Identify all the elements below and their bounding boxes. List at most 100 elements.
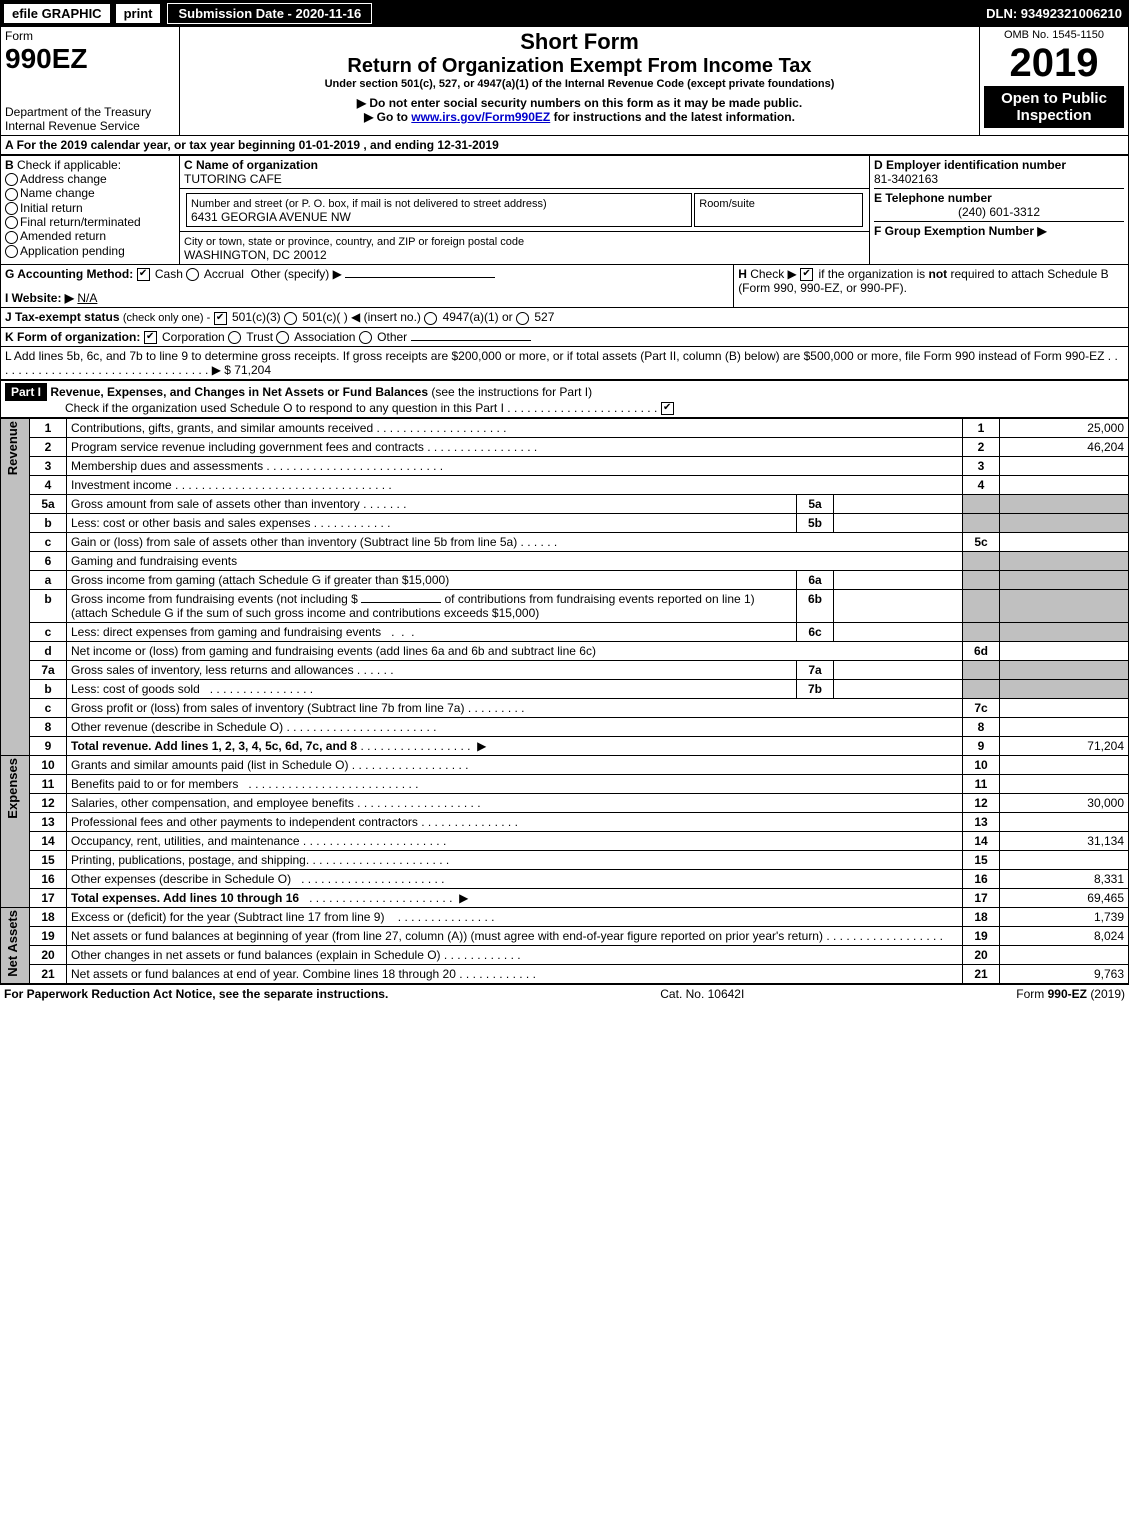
- l6-n: 6: [30, 552, 67, 571]
- l20-n: 20: [30, 946, 67, 965]
- l4-n: 4: [30, 476, 67, 495]
- l6c-n: c: [30, 623, 67, 642]
- j-501c-radio[interactable]: [284, 312, 297, 325]
- na-label: Net Assets: [5, 910, 20, 977]
- h-rest2: required to attach Schedule B: [951, 267, 1109, 281]
- k-assoc-radio[interactable]: [276, 331, 289, 344]
- k-other-radio[interactable]: [359, 331, 372, 344]
- l14-rn: 14: [963, 832, 1000, 851]
- lines-table: Revenue 1 Contributions, gifts, grants, …: [0, 418, 1129, 984]
- l6b-mid: 6b: [797, 590, 834, 623]
- l19-a: 8,024: [1000, 927, 1129, 946]
- l13-a: [1000, 813, 1129, 832]
- l7a-mid: 7a: [797, 661, 834, 680]
- b-opt-2: Initial return: [20, 201, 83, 215]
- main-title: Return of Organization Exempt From Incom…: [184, 55, 975, 78]
- g-other: Other (specify) ▶: [251, 267, 342, 281]
- l11-t: Benefits paid to or for members: [71, 777, 238, 791]
- l5c-rn: 5c: [963, 533, 1000, 552]
- l2-rn: 2: [963, 438, 1000, 457]
- l6d-rn: 6d: [963, 642, 1000, 661]
- final-return-radio[interactable]: [5, 216, 18, 229]
- l18-t: Excess or (deficit) for the year (Subtra…: [71, 910, 384, 924]
- l7a-t: Gross sales of inventory, less returns a…: [71, 663, 354, 677]
- l21-t: Net assets or fund balances at end of ye…: [71, 967, 456, 981]
- c-label: C Name of organization: [184, 158, 318, 172]
- l2-a: 46,204: [1000, 438, 1129, 457]
- l2-n: 2: [30, 438, 67, 457]
- city-label: City or town, state or province, country…: [184, 236, 524, 248]
- cash-checkbox[interactable]: ✔: [137, 268, 150, 281]
- l7a-n: 7a: [30, 661, 67, 680]
- l20-rn: 20: [963, 946, 1000, 965]
- l17-rn: 17: [963, 889, 1000, 908]
- l1-t: Contributions, gifts, grants, and simila…: [71, 421, 373, 435]
- l19-t: Net assets or fund balances at beginning…: [71, 929, 823, 943]
- i-label: I Website: ▶: [5, 291, 74, 305]
- f-label: F Group Exemption Number ▶: [874, 221, 1124, 238]
- l21-rn: 21: [963, 965, 1000, 984]
- application-pending-radio[interactable]: [5, 245, 18, 258]
- l11-rn: 11: [963, 775, 1000, 794]
- l6a-n: a: [30, 571, 67, 590]
- efile-button[interactable]: efile GRAPHIC: [3, 3, 111, 24]
- l21-n: 21: [30, 965, 67, 984]
- h-checkbox[interactable]: ✔: [800, 268, 813, 281]
- g-cash: Cash: [155, 267, 183, 281]
- l18-n: 18: [30, 908, 67, 927]
- goto-link[interactable]: www.irs.gov/Form990EZ: [411, 110, 550, 124]
- l5a-mid: 5a: [797, 495, 834, 514]
- l6b-t1: Gross income from fundraising events (no…: [71, 592, 358, 606]
- part1-note: (see the instructions for Part I): [431, 385, 592, 399]
- dept-irs: Internal Revenue Service: [5, 119, 175, 133]
- j-4947-radio[interactable]: [424, 312, 437, 325]
- k-other-input[interactable]: [411, 340, 531, 341]
- l16-rn: 16: [963, 870, 1000, 889]
- j-527-radio[interactable]: [516, 312, 529, 325]
- l4-a: [1000, 476, 1129, 495]
- j-o1: 501(c)(3): [232, 310, 281, 324]
- print-button[interactable]: print: [115, 3, 162, 24]
- part1-schedule-o-checkbox[interactable]: ✔: [661, 402, 674, 415]
- addr-change-radio[interactable]: [5, 173, 18, 186]
- line-a: A For the 2019 calendar year, or tax yea…: [1, 136, 1129, 155]
- l19-n: 19: [30, 927, 67, 946]
- l15-t: Printing, publications, postage, and shi…: [71, 853, 309, 867]
- l5b-n: b: [30, 514, 67, 533]
- k-trust-radio[interactable]: [228, 331, 241, 344]
- l15-a: [1000, 851, 1129, 870]
- l-amount: ▶ $ 71,204: [212, 363, 271, 377]
- l3-rn: 3: [963, 457, 1000, 476]
- tax-year: 2019: [984, 41, 1124, 86]
- initial-return-radio[interactable]: [5, 202, 18, 215]
- l9-n: 9: [30, 737, 67, 756]
- k-label: K Form of organization:: [5, 330, 140, 344]
- g-label: G Accounting Method:: [5, 267, 133, 281]
- j-501c3-checkbox[interactable]: ✔: [214, 312, 227, 325]
- l6b-blank[interactable]: [361, 602, 441, 603]
- b-opt-4: Amended return: [20, 229, 106, 243]
- l9-a: 71,204: [1000, 737, 1129, 756]
- k-o2: Trust: [246, 330, 273, 344]
- l5b-t: Less: cost or other basis and sales expe…: [71, 516, 310, 530]
- l7c-n: c: [30, 699, 67, 718]
- l1-n: 1: [30, 419, 67, 438]
- l6c-t: Less: direct expenses from gaming and fu…: [71, 625, 381, 639]
- l2-t: Program service revenue including govern…: [71, 440, 424, 454]
- k-o1: Corporation: [162, 330, 225, 344]
- name-change-radio[interactable]: [5, 188, 18, 201]
- l8-t: Other revenue (describe in Schedule O): [71, 720, 283, 734]
- accrual-radio[interactable]: [186, 268, 199, 281]
- footer-right-pre: Form: [1016, 987, 1047, 1001]
- l7b-mid: 7b: [797, 680, 834, 699]
- l5b-mid: 5b: [797, 514, 834, 533]
- l20-t: Other changes in net assets or fund bala…: [71, 948, 441, 962]
- g-other-input[interactable]: [345, 277, 495, 278]
- amended-return-radio[interactable]: [5, 231, 18, 244]
- goto-line: ▶ Go to www.irs.gov/Form990EZ for instru…: [184, 110, 975, 124]
- l9-t: Total revenue. Add lines 1, 2, 3, 4, 5c,…: [71, 739, 357, 753]
- form-word: Form: [5, 29, 175, 43]
- org-name: TUTORING CAFE: [184, 172, 282, 186]
- k-corp-checkbox[interactable]: ✔: [144, 331, 157, 344]
- l14-n: 14: [30, 832, 67, 851]
